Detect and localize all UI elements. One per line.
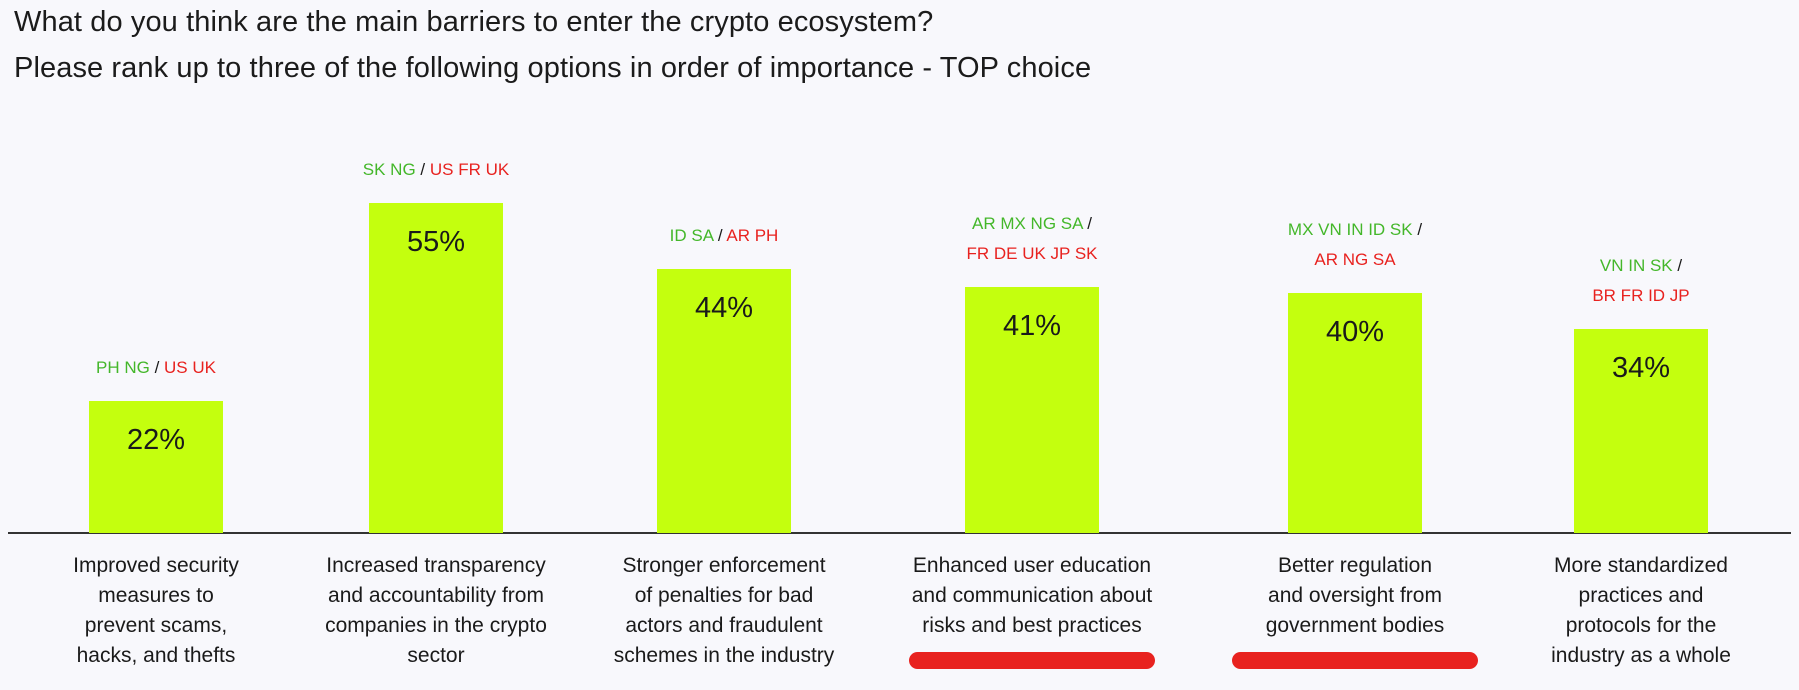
bar-group: 44% ID SA / AR PH Stronger enforcement of p… bbox=[614, 226, 835, 667]
category-label-line: Improved security bbox=[73, 554, 239, 577]
category-label-line: and accountability from bbox=[328, 584, 544, 607]
category-label: More standardized practices and protocols … bbox=[1551, 554, 1731, 667]
positive-countries: AR MX NG SA bbox=[972, 214, 1084, 233]
category-label: Stronger enforcement of penalties for bad… bbox=[614, 554, 835, 667]
category-label-line: industry as a whole bbox=[1551, 644, 1731, 667]
chart-subtitle: Please rank up to three of the following… bbox=[14, 52, 1092, 84]
data-label: 41% bbox=[1003, 310, 1061, 342]
positive-countries: MX VN IN ID SK bbox=[1288, 220, 1413, 239]
country-annotation-line-1: VN IN SK / bbox=[1600, 256, 1682, 275]
bar-group: 34% VN IN SK / BR FR ID JP More standardize… bbox=[1551, 256, 1731, 667]
data-label: 34% bbox=[1612, 352, 1670, 384]
category-label-line: protocols for the bbox=[1566, 614, 1717, 637]
category-label-line: hacks, and thefts bbox=[77, 644, 236, 667]
bar-group: 55% SK NG / US FR UK Increased transparenc… bbox=[325, 160, 547, 667]
negative-countries: FR DE UK JP SK bbox=[967, 244, 1099, 263]
category-label-line: sector bbox=[407, 644, 464, 667]
bar-group: 40% MX VN IN ID SK / AR NG SA Better regula… bbox=[1232, 220, 1478, 669]
data-label: 55% bbox=[407, 226, 465, 258]
positive-countries: SK NG bbox=[363, 160, 416, 179]
negative-countries: AR PH bbox=[726, 226, 778, 245]
country-annotation-line-1: AR MX NG SA / bbox=[972, 214, 1092, 233]
category-label: Better regulation and oversight from gover… bbox=[1266, 554, 1445, 637]
negative-countries: US FR UK bbox=[430, 160, 510, 179]
country-annotation: SK NG / US FR UK bbox=[363, 160, 510, 179]
category-label-line: of penalties for bad bbox=[635, 584, 814, 607]
highlight-underline bbox=[909, 652, 1155, 669]
category-label-line: Better regulation bbox=[1278, 554, 1432, 577]
annotation-separator: / bbox=[1413, 220, 1423, 239]
category-label: Improved security measures to prevent scam… bbox=[73, 554, 239, 667]
annotation-separator: / bbox=[713, 226, 726, 245]
bar-group: 22% PH NG / US UK Improved security measure… bbox=[73, 358, 239, 667]
category-label-line: measures to bbox=[98, 584, 214, 607]
chart-title: What do you think are the main barriers … bbox=[14, 6, 934, 38]
annotation-separator: / bbox=[1083, 214, 1093, 233]
annotation-separator: / bbox=[150, 358, 164, 377]
negative-countries: BR FR ID JP bbox=[1592, 286, 1689, 305]
country-annotation-line-1: MX VN IN ID SK / bbox=[1288, 220, 1422, 239]
category-label-line: More standardized bbox=[1554, 554, 1728, 577]
category-label-line: practices and bbox=[1579, 584, 1704, 607]
category-label-line: and oversight from bbox=[1268, 584, 1442, 607]
positive-countries: ID SA bbox=[670, 226, 715, 245]
data-label: 44% bbox=[695, 292, 753, 324]
category-label-line: prevent scams, bbox=[85, 614, 227, 637]
category-label-line: and communication about bbox=[912, 584, 1153, 607]
bar bbox=[89, 401, 223, 533]
bar bbox=[369, 203, 503, 533]
bar bbox=[657, 269, 791, 533]
category-label-line: Increased transparency bbox=[326, 554, 546, 577]
country-annotation: PH NG / US UK bbox=[96, 358, 217, 377]
category-label: Enhanced user education and communication… bbox=[912, 554, 1153, 637]
negative-countries: AR NG SA bbox=[1314, 250, 1396, 269]
bar-group: 41% AR MX NG SA / FR DE UK JP SK Enhanced u… bbox=[909, 214, 1155, 669]
annotation-separator: / bbox=[1673, 256, 1683, 275]
data-label: 22% bbox=[127, 424, 185, 456]
highlight-underline bbox=[1232, 652, 1478, 669]
data-label: 40% bbox=[1326, 316, 1384, 348]
category-label-line: schemes in the industry bbox=[614, 644, 835, 667]
bar bbox=[1288, 293, 1422, 533]
country-annotation: ID SA / AR PH bbox=[670, 226, 779, 245]
category-label-line: Enhanced user education bbox=[913, 554, 1151, 577]
positive-countries: VN IN SK bbox=[1600, 256, 1673, 275]
positive-countries: PH NG bbox=[96, 358, 150, 377]
bar bbox=[1574, 329, 1708, 533]
category-label-line: actors and fraudulent bbox=[625, 614, 822, 637]
bar bbox=[965, 287, 1099, 533]
category-label-line: companies in the crypto bbox=[325, 614, 547, 637]
category-label-line: Stronger enforcement bbox=[622, 554, 825, 577]
negative-countries: US UK bbox=[164, 358, 217, 377]
category-label: Increased transparency and accountability… bbox=[325, 554, 547, 667]
category-label-line: risks and best practices bbox=[922, 614, 1141, 637]
category-label-line: government bodies bbox=[1266, 614, 1445, 637]
annotation-separator: / bbox=[416, 160, 430, 179]
